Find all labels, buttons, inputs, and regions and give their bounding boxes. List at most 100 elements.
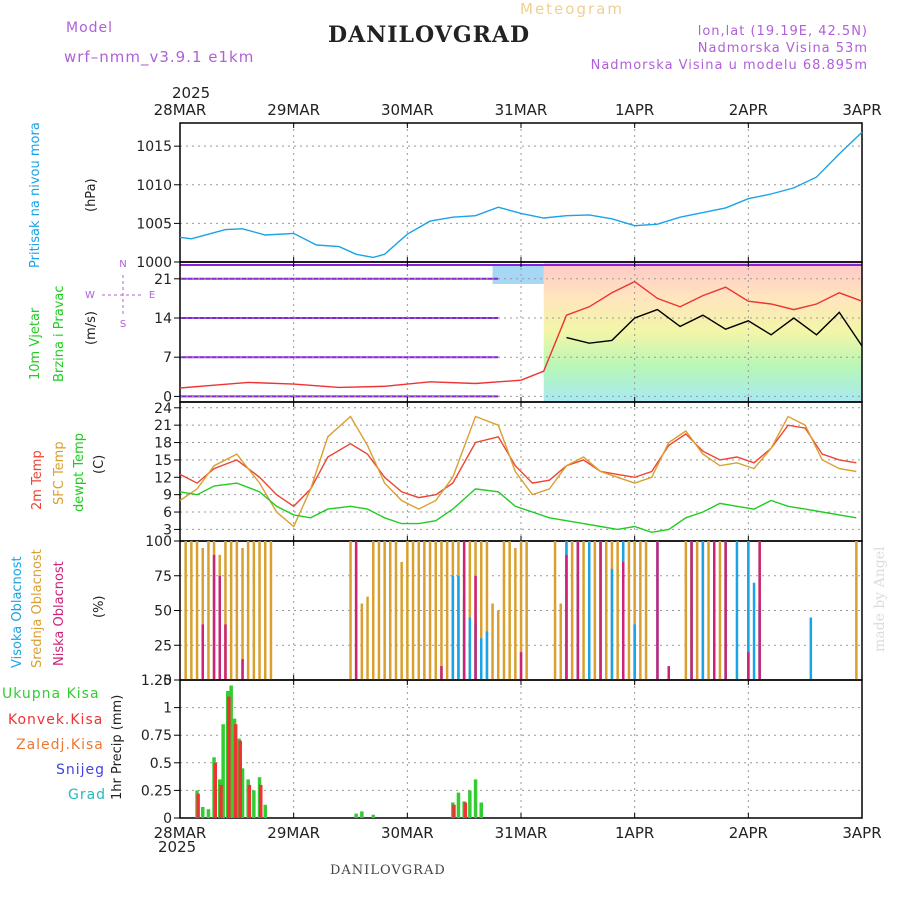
- y-tick-label: 0: [163, 811, 172, 827]
- bar-niska-oblacnost: [241, 659, 244, 680]
- x-tick-label-top: 3APR: [842, 101, 881, 119]
- bar-ukupna-kisa: [371, 814, 375, 818]
- model-label: Model: [66, 20, 114, 36]
- bar-visoka-oblacnost: [747, 541, 750, 680]
- bar-ukupna-kisa: [240, 768, 245, 818]
- series-line-10m-vjetar: [179, 280, 863, 389]
- bar-srednja-oblacnost: [707, 541, 710, 680]
- bar-srednja-oblacnost: [269, 541, 273, 680]
- x-tick-label-top: 29MAR: [267, 101, 320, 119]
- legend-snow: Snijeg: [56, 762, 106, 778]
- x-tick-label-top: 31MAR: [495, 101, 548, 119]
- bar-srednja-oblacnost: [593, 541, 597, 680]
- bar-srednja-oblacnost: [264, 541, 267, 680]
- y-tick-label: 1.25: [141, 673, 172, 689]
- bar-srednja-oblacnost: [383, 541, 386, 680]
- bar-ukupna-kisa: [252, 790, 256, 818]
- y-tick-label: 3: [163, 522, 172, 538]
- bar-srednja-oblacnost: [633, 541, 636, 680]
- bar-ukupna-kisa: [468, 790, 472, 818]
- bar-visoka-oblacnost: [735, 541, 739, 680]
- bar-konvek-kisa: [219, 784, 223, 818]
- y-tick-label: 24: [154, 401, 172, 417]
- bar-srednja-oblacnost: [559, 603, 562, 680]
- bar-konvek-kisa: [247, 784, 252, 818]
- bar-srednja-oblacnost: [377, 541, 381, 680]
- wind-transition-field: [492, 264, 544, 284]
- bar-srednja-oblacnost: [684, 541, 688, 680]
- bar-srednja-oblacnost: [525, 541, 528, 680]
- y-tick-label: 0.5: [150, 756, 172, 772]
- bar-srednja-oblacnost: [639, 541, 642, 680]
- bar-srednja-oblacnost: [349, 541, 352, 680]
- y-tick-label: 9: [163, 488, 172, 504]
- bar-visoka-oblacnost: [809, 617, 813, 680]
- bar-srednja-oblacnost: [855, 541, 858, 680]
- bar-srednja-oblacnost: [246, 541, 250, 680]
- bar-niska-oblacnost: [656, 541, 659, 680]
- wind-legend-s: S: [120, 319, 126, 330]
- bar-ukupna-kisa: [479, 802, 483, 818]
- chart-kind-title: Meteogram: [520, 0, 624, 18]
- bar-srednja-oblacnost: [423, 541, 426, 680]
- bar-ukupna-kisa: [354, 813, 358, 818]
- bar-niska-oblacnost: [747, 652, 750, 680]
- bar-visoka-oblacnost: [610, 568, 614, 680]
- panel-frame: [179, 679, 863, 819]
- wind-colored-field: [543, 262, 862, 402]
- bar-niska-oblacnost: [462, 541, 466, 680]
- bar-niska-oblacnost: [224, 624, 227, 680]
- x-tick-label-top: 1APR: [615, 101, 654, 119]
- bar-srednja-oblacnost: [480, 541, 483, 680]
- bar-visoka-oblacnost: [451, 575, 455, 681]
- y-tick-label: 0: [163, 389, 172, 405]
- bar-konvek-kisa: [227, 696, 231, 818]
- model-elevation-label: Nadmorska Visina u modelu 68.895m: [590, 58, 868, 73]
- series-line-sfc-temp: [179, 415, 857, 528]
- bar-konvek-kisa: [233, 724, 238, 818]
- y-tick-label: 6: [163, 505, 172, 521]
- bar-srednja-oblacnost: [497, 610, 500, 680]
- x-tick-label-bottom: 1APR: [615, 824, 654, 842]
- x-tick-label-top: 2APR: [729, 101, 768, 119]
- elevation-label: Nadmorska Visina 53m: [697, 41, 868, 56]
- bar-niska-oblacnost: [724, 541, 727, 680]
- bar-niska-oblacnost: [622, 561, 625, 680]
- bar-srednja-oblacnost: [400, 561, 403, 680]
- bar-ukupna-kisa: [201, 807, 205, 818]
- bar-niska-oblacnost: [599, 541, 602, 680]
- y-tick-label: 1015: [136, 139, 172, 155]
- bar-ukupna-kisa: [229, 685, 233, 818]
- bar-ukupna-kisa: [473, 779, 478, 818]
- y-tick-label: 21: [154, 418, 172, 434]
- bar-srednja-oblacnost: [229, 541, 233, 680]
- bar-srednja-oblacnost: [372, 541, 375, 680]
- y-tick-label: 15: [154, 453, 172, 469]
- bar-srednja-oblacnost: [235, 541, 239, 680]
- bar-niska-oblacnost: [440, 666, 443, 680]
- bar-ukupna-kisa: [456, 792, 461, 818]
- series-line-pritisak-na-nivou-mora: [179, 131, 863, 259]
- series-line-2m-temp: [179, 424, 857, 508]
- y-tick-label: 50: [154, 604, 172, 620]
- bar-srednja-oblacnost: [258, 541, 261, 680]
- bar-ukupna-kisa: [206, 809, 211, 818]
- bar-niska-oblacnost: [519, 652, 523, 680]
- y-tick-label: 1010: [136, 178, 172, 194]
- bar-srednja-oblacnost: [201, 548, 204, 680]
- bar-niska-oblacnost: [218, 575, 221, 681]
- bar-srednja-oblacnost: [491, 603, 494, 680]
- bar-srednja-oblacnost: [485, 541, 489, 680]
- y-tick-label: 1000: [136, 255, 172, 271]
- bar-srednja-oblacnost: [241, 548, 244, 680]
- bar-visoka-oblacnost: [752, 582, 756, 680]
- bar-niska-oblacnost: [758, 541, 761, 680]
- wind-legend-w: W: [85, 290, 95, 301]
- bar-niska-oblacnost: [576, 541, 580, 680]
- bar-niska-oblacnost: [667, 666, 670, 680]
- bar-niska-oblacnost: [474, 575, 477, 681]
- x-tick-label-bottom: 30MAR: [381, 824, 434, 842]
- bar-konvek-kisa: [196, 793, 200, 818]
- y-tick-label: 0.25: [141, 783, 172, 799]
